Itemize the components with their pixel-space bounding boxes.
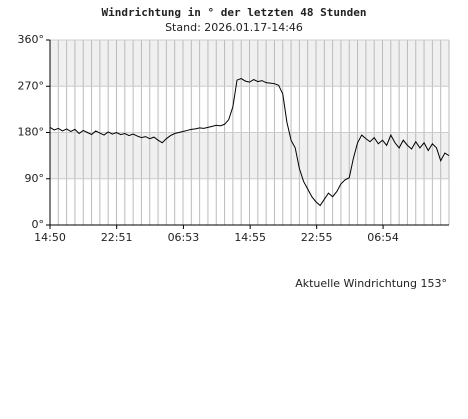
y-tick-label: 90°: [25, 172, 45, 185]
chart-title: Windrichtung in ° der letzten 48 Stunden: [102, 6, 367, 19]
x-tick-label: 14:50: [34, 231, 66, 244]
y-tick-label: 0°: [32, 218, 45, 231]
x-tick-label: 14:55: [234, 231, 266, 244]
x-tick-label: 22:55: [301, 231, 333, 244]
x-tick-label: 06:54: [367, 231, 399, 244]
chart-subtitle: Stand: 2026.01.17-14:46: [165, 21, 303, 34]
x-tick-label: 22:51: [101, 231, 133, 244]
x-tick-label: 06:53: [168, 231, 200, 244]
annotation: Aktuelle Windrichtung 153°: [295, 277, 447, 290]
y-tick-label: 270°: [18, 79, 45, 92]
y-tick-label: 360°: [18, 33, 45, 46]
plot-area: 0° 90° 180° 270° 360° 14:50 22:51 06:53 14:55 22:…: [18, 33, 450, 244]
y-tick-label: 180°: [18, 126, 45, 139]
data-line: [49, 77, 450, 207]
